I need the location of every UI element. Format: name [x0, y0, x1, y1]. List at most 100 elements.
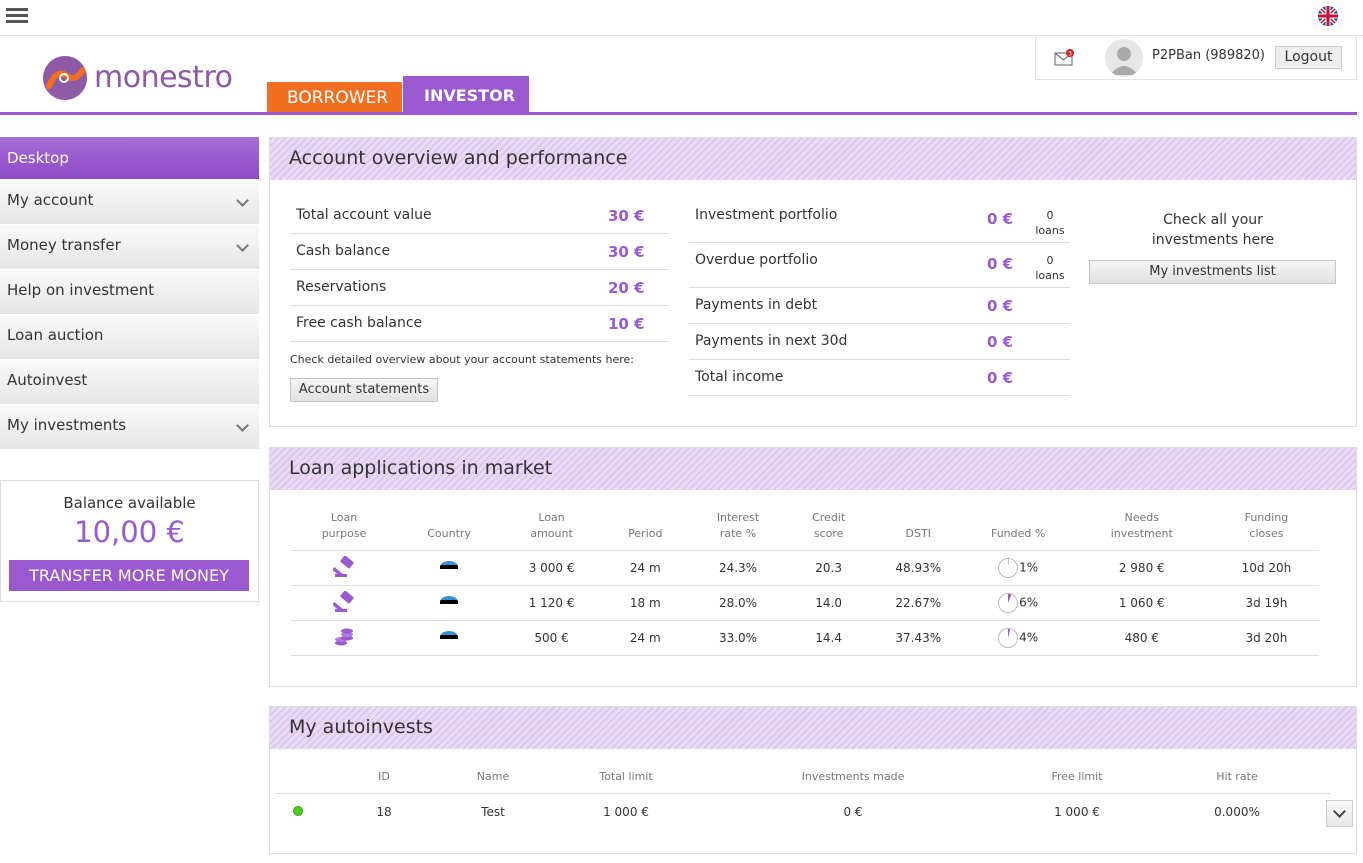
funded-pie-icon	[998, 628, 1019, 648]
overview-row: Payments in debt 0 €	[689, 288, 1070, 324]
estonia-flag-icon	[440, 595, 459, 608]
balance-value: 10,00 €	[74, 515, 185, 549]
mail-icon[interactable]: 3	[1054, 49, 1074, 66]
chevron-down-icon	[236, 419, 249, 432]
column-header: Period	[602, 510, 689, 551]
status-active-icon	[292, 806, 303, 816]
account-statements-button[interactable]: Account statements	[290, 378, 438, 402]
column-header: ID	[320, 769, 448, 794]
column-header: Loan amount	[501, 510, 603, 551]
sidebar-item-loan-auction[interactable]: Loan auction	[0, 315, 259, 360]
sidebar-item-my-account[interactable]: My account	[0, 180, 259, 225]
logo-mark-icon	[43, 56, 87, 100]
column-header: Interest rate %	[688, 510, 788, 551]
overview-label: Cash balance	[296, 243, 391, 259]
panel-title: My autoinvests	[270, 707, 1356, 749]
column-header: Hit rate	[1162, 769, 1312, 794]
tab-investor[interactable]: INVESTOR	[403, 76, 529, 113]
column-header	[1312, 769, 1331, 794]
header-divider	[0, 112, 1357, 115]
country-cell	[397, 585, 502, 621]
loan-count: 0 loans	[1035, 254, 1065, 282]
column-header: Funded %	[966, 510, 1070, 551]
funded-cell: 4%	[966, 620, 1070, 656]
investments-made: 0 €	[843, 805, 863, 819]
credit-score: 14.4	[787, 620, 870, 656]
overview-value: 0 €	[987, 210, 1014, 228]
loan-purpose-cell	[291, 585, 398, 621]
brand-name: monestro	[94, 60, 233, 95]
overview-row: Reservations 20 €	[290, 270, 669, 306]
overview-row: Free cash balance 10 €	[290, 306, 669, 342]
funded-pie-icon	[998, 593, 1019, 613]
funding-closes: 3d 20h	[1213, 620, 1319, 656]
sidebar-item-label: Autoinvest	[7, 371, 88, 389]
hammer-icon	[332, 589, 355, 616]
table-header: Loan purpose Country Loan amount Period Intere…	[291, 510, 1319, 551]
autoinvest-name: Test	[481, 805, 505, 819]
loan-purpose-cell	[291, 620, 398, 656]
uk-flag-icon[interactable]	[1318, 6, 1338, 26]
overview-value: 30 €	[608, 207, 645, 225]
sidebar-item-desktop[interactable]: Desktop	[0, 137, 259, 180]
my-investments-list-button[interactable]: My investments list	[1089, 260, 1336, 284]
estonia-flag-icon	[440, 560, 459, 573]
table-row[interactable]: 500 €24 m 33.0% 14.4 37.43% 4% 480 €3d 20h	[291, 620, 1319, 656]
avatar[interactable]	[1105, 39, 1143, 77]
sidebar-item-autoinvest[interactable]: Autoinvest	[0, 360, 259, 405]
sidebar-item-my-investments[interactable]: My investments	[0, 405, 259, 450]
overview-row: Cash balance 30 €	[290, 234, 669, 270]
username: P2PBan (989820)	[1152, 48, 1265, 63]
transfer-more-money-button[interactable]: TRANSFER MORE MONEY	[9, 560, 249, 591]
column-header: Name	[448, 769, 538, 794]
loan-applications-table: Loan purpose Country Loan amount Period Intere…	[291, 510, 1319, 656]
expand-dropdown-button[interactable]	[1326, 800, 1353, 827]
country-cell	[397, 550, 502, 586]
table-header: ID Name Total limit Investments made Free li…	[275, 769, 1331, 794]
column-header: Funding closes	[1213, 510, 1319, 551]
loan-applications-panel: Loan applications in market Loan purpose C…	[269, 447, 1357, 687]
panel-title: Account overview and performance	[270, 138, 1356, 180]
hamburger-menu-icon[interactable]	[6, 8, 28, 24]
column-header: Loan purpose	[291, 510, 398, 551]
overview-label: Payments in debt	[695, 297, 818, 313]
panel-title: Loan applications in market	[270, 448, 1356, 490]
dsti: 37.43%	[869, 620, 967, 656]
interest-rate: 28.0%	[688, 585, 788, 621]
sidebar-item-label: My investments	[7, 416, 127, 434]
column-header: Credit score	[787, 510, 870, 551]
loan-amount: 500 €	[501, 620, 603, 656]
table-row[interactable]: 1 120 €18 m 28.0% 14.0 22.67% 6% 1 060 €3d 19…	[291, 585, 1319, 621]
logout-button[interactable]: Logout	[1275, 46, 1342, 69]
column-header: DSTI	[869, 510, 967, 551]
overview-value: 0 €	[987, 333, 1014, 351]
overview-value: 10 €	[608, 315, 645, 333]
overview-value: 30 €	[608, 243, 645, 261]
needs-investment: 480 €	[1069, 620, 1214, 656]
chevron-down-icon	[236, 239, 249, 252]
sidebar-item-label: Desktop	[7, 149, 69, 167]
dsti: 48.93%	[869, 550, 967, 586]
tab-borrower[interactable]: BORROWER	[267, 82, 402, 113]
table-row[interactable]: 3 000 €24 m 24.3% 20.3 48.93% 1% 2 980 €10d 2…	[291, 550, 1319, 586]
loan-purpose-cell	[291, 550, 398, 586]
dsti: 22.67%	[869, 585, 967, 621]
sidebar-item-label: Loan auction	[7, 326, 104, 344]
action-cell	[1312, 794, 1353, 831]
total-limit: 1 000 €	[603, 805, 649, 819]
country-cell	[397, 620, 502, 656]
table-row[interactable]: 18 Test 1 000 € 0 € 1 000 € 0.000%	[275, 794, 1353, 831]
column-header: Needs investment	[1069, 510, 1214, 551]
overview-value: 20 €	[608, 279, 645, 297]
overview-label: Total account value	[296, 207, 432, 223]
needs-investment: 1 060 €	[1069, 585, 1214, 621]
autoinvest-id: 18	[376, 805, 392, 819]
loan-amount: 1 120 €	[501, 585, 603, 621]
monestro-logo[interactable]: monestro	[43, 56, 233, 102]
sidebar-item-help-on-investment[interactable]: Help on investment	[0, 270, 259, 315]
overview-row: Total account value 30 €	[290, 198, 669, 234]
loan-count: 0 loans	[1035, 209, 1065, 237]
sidebar-item-money-transfer[interactable]: Money transfer	[0, 225, 259, 270]
funded-cell: 6%	[966, 585, 1070, 621]
credit-score: 14.0	[787, 585, 870, 621]
